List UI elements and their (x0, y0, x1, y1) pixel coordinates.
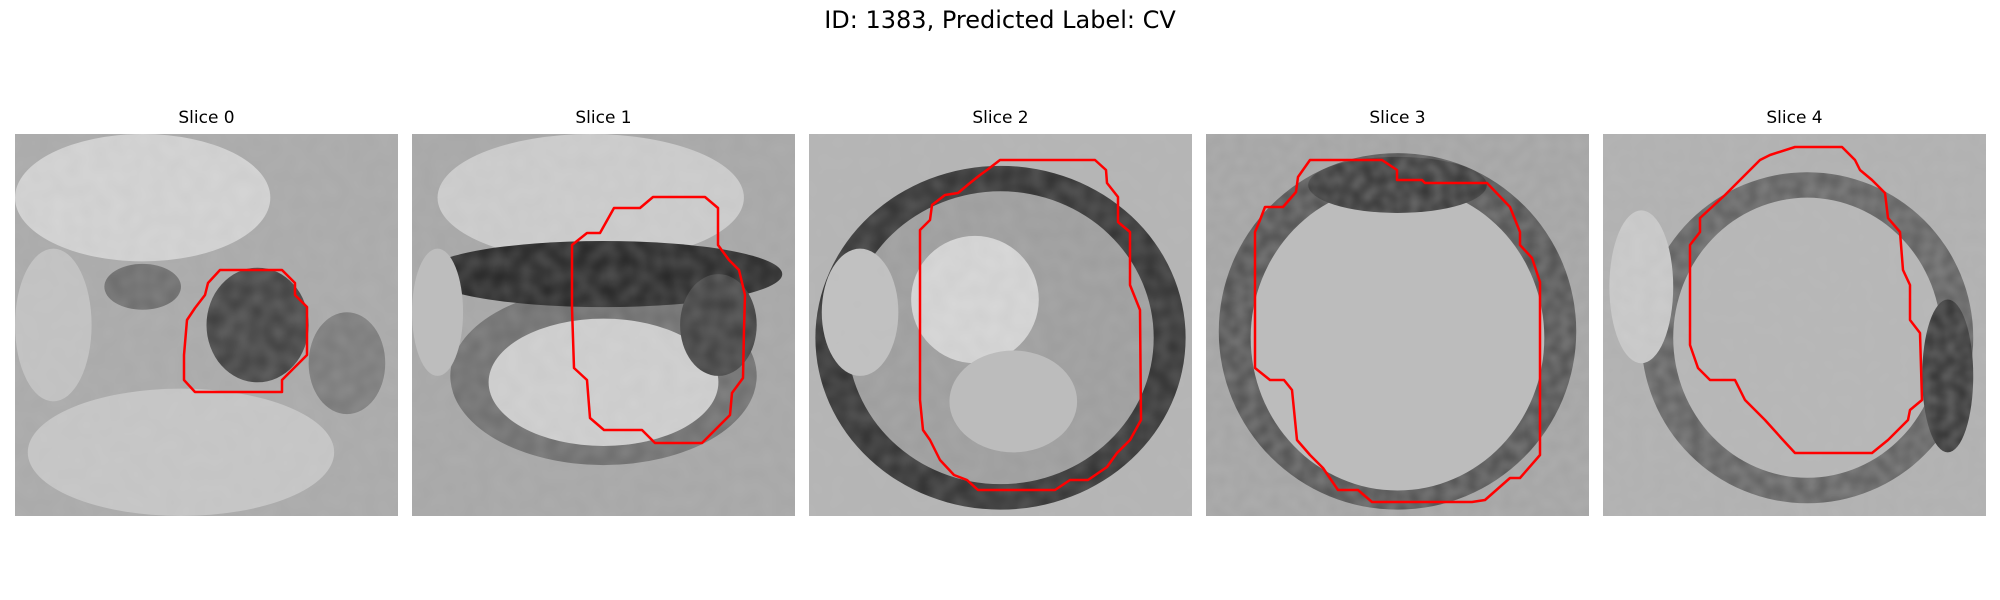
slice-title-4: Slice 4 (1766, 108, 1823, 128)
slice-title-1: Slice 1 (575, 108, 632, 128)
slice-image-4 (1603, 134, 1986, 516)
slice-title-0: Slice 0 (178, 108, 235, 128)
slice-panel-0: Slice 0 (15, 108, 398, 516)
slice-image-1 (412, 134, 795, 516)
slice-panel-3: Slice 3 (1206, 108, 1589, 516)
slice-image-2 (809, 134, 1192, 516)
slice-panel-4: Slice 4 (1603, 108, 1986, 516)
slice-image-0 (15, 134, 398, 516)
slice-title-3: Slice 3 (1369, 108, 1426, 128)
slice-panel-1: Slice 1 (412, 108, 795, 516)
figure-title: ID: 1383, Predicted Label: CV (824, 6, 1176, 34)
slice-image-3 (1206, 134, 1589, 516)
slice-panel-2: Slice 2 (809, 108, 1192, 516)
slice-title-2: Slice 2 (972, 108, 1029, 128)
